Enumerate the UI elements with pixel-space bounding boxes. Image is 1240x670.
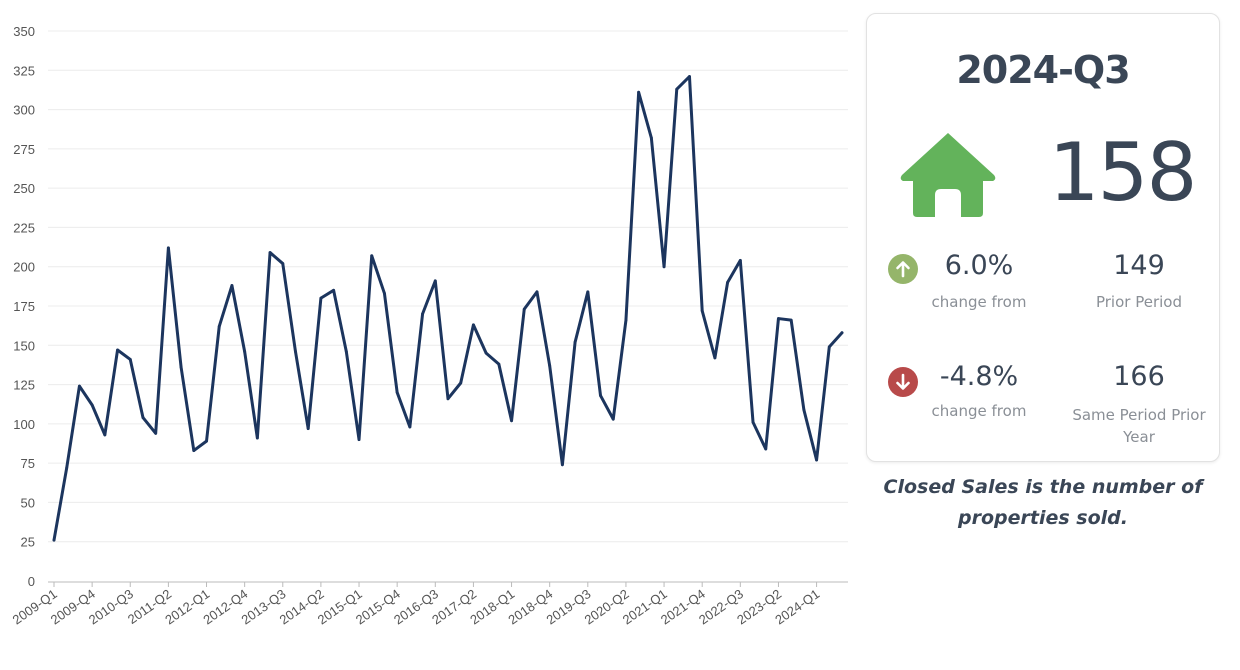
data-point — [815, 458, 818, 462]
y-tick-label: 0 — [28, 574, 35, 589]
data-point — [624, 318, 628, 322]
series-line — [52, 75, 844, 542]
data-point — [116, 348, 119, 352]
data-point — [103, 433, 107, 437]
data-point — [726, 281, 730, 284]
data-point — [141, 416, 145, 419]
data-point — [344, 350, 348, 353]
y-tick-label: 200 — [13, 260, 35, 275]
data-point — [319, 296, 323, 300]
change-from-label: change from — [931, 402, 1027, 420]
y-tick-label: 150 — [13, 338, 35, 353]
data-point — [802, 408, 806, 412]
data-point — [128, 358, 132, 361]
y-tick-label: 275 — [13, 142, 35, 157]
data-point — [192, 449, 196, 452]
data-point — [395, 391, 399, 394]
data-point — [332, 288, 336, 292]
data-point — [637, 90, 641, 94]
arrow-up-circle-icon — [888, 254, 918, 284]
data-point — [840, 331, 844, 335]
data-point — [459, 381, 463, 385]
data-point — [599, 394, 602, 397]
data-point — [472, 323, 475, 327]
data-point — [484, 351, 488, 355]
data-point — [700, 309, 704, 313]
data-point — [649, 136, 653, 140]
data-point — [268, 251, 272, 254]
data-point — [713, 356, 717, 360]
data-point — [738, 259, 742, 262]
data-point — [383, 292, 386, 295]
chart-caption: Closed Sales is the number of properties… — [883, 476, 1203, 529]
summary-card: 2024-Q3 158 6.0% change from 149 Prior P… — [866, 13, 1220, 462]
data-points — [52, 75, 844, 542]
data-point — [675, 87, 679, 91]
y-tick-label: 125 — [13, 378, 35, 393]
data-point — [357, 438, 361, 441]
data-point — [421, 312, 424, 316]
data-point — [777, 317, 780, 320]
data-point — [52, 538, 56, 542]
x-axis-ticks: 2009-Q12009-Q42010-Q32011-Q22012-Q12012-… — [10, 582, 822, 627]
y-tick-label: 100 — [13, 417, 35, 432]
data-point — [154, 431, 158, 435]
data-point — [827, 345, 831, 349]
data-point — [688, 75, 691, 78]
data-point — [751, 420, 755, 424]
data-point — [370, 254, 374, 258]
y-tick-label: 50 — [21, 495, 35, 510]
data-point — [179, 365, 183, 369]
change-percent-same-period: -4.8% — [939, 361, 1019, 392]
data-point — [281, 262, 285, 265]
data-point — [586, 290, 590, 294]
data-point — [522, 307, 526, 311]
prior-period-label: Prior Period — [1095, 293, 1182, 311]
data-point — [306, 427, 310, 430]
data-point — [446, 397, 450, 401]
chart-gridlines — [48, 30, 848, 543]
y-tick-label: 75 — [21, 456, 35, 471]
data-point — [166, 246, 170, 250]
data-point — [573, 340, 577, 344]
change-from-label: change from — [931, 293, 1027, 311]
data-point — [243, 350, 247, 353]
y-tick-label: 225 — [13, 220, 35, 235]
y-tick-label: 350 — [13, 24, 35, 39]
data-point — [611, 417, 615, 421]
data-point — [294, 350, 297, 353]
data-point — [90, 403, 94, 407]
y-tick-label: 300 — [13, 103, 35, 118]
data-point — [230, 284, 234, 287]
data-point — [408, 425, 412, 429]
data-point — [255, 436, 259, 440]
closed-sales-line-chart: 0 25 50 75 100 125 150 175 200 225 250 275 300 325 350… — [10, 24, 848, 627]
home-icon — [900, 133, 996, 217]
data-point — [217, 325, 221, 328]
data-point — [497, 362, 501, 366]
data-point — [548, 364, 552, 368]
current-value: 158 — [1048, 126, 1198, 219]
y-tick-label: 175 — [13, 299, 35, 314]
same-period-prior-year-label: Same Period Prior Year — [1072, 406, 1206, 446]
arrow-down-circle-icon — [888, 367, 918, 397]
y-tick-label: 325 — [13, 63, 35, 78]
data-point — [433, 279, 437, 283]
data-point — [510, 419, 513, 423]
data-point — [535, 290, 539, 294]
data-point — [78, 384, 81, 388]
y-tick-label: 25 — [21, 535, 35, 550]
data-point — [662, 265, 666, 269]
prior-period-value: 149 — [1113, 250, 1165, 281]
change-percent-prior-period: 6.0% — [944, 250, 1014, 281]
same-period-prior-year-value: 166 — [1113, 361, 1165, 392]
data-point — [789, 318, 793, 322]
data-point — [205, 439, 208, 443]
data-point — [65, 466, 69, 470]
period-title: 2024-Q3 — [956, 48, 1130, 92]
data-point — [560, 463, 564, 467]
data-point — [764, 447, 768, 451]
y-tick-label: 250 — [13, 181, 35, 196]
y-axis-ticks: 0 25 50 75 100 125 150 175 200 225 250 275 300 325 350 — [13, 24, 35, 589]
